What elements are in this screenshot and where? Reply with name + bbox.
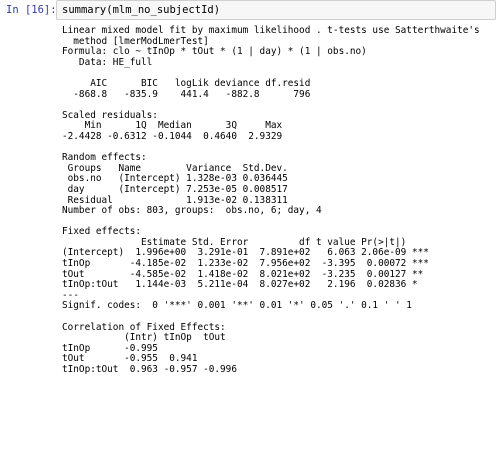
output-line: Residual 1.913e-02 0.138311 [62, 194, 288, 206]
output-line: (Intercept) 1.996e+00 3.291e-01 7.891e+0… [62, 247, 429, 259]
output-line: Scaled residuals: [62, 109, 158, 121]
cell-output: Linear mixed model fit by maximum likeli… [62, 25, 498, 376]
code-text[interactable]: summary(mlm_no_subjectId) [62, 4, 221, 16]
output-line: tOut -0.955 0.941 [62, 353, 198, 365]
output-line: Linear mixed model fit by maximum likeli… [62, 25, 480, 36]
output-line: Signif. codes: 0 '***' 0.001 '**' 0.01 '… [62, 300, 412, 312]
output-line: Number of obs: 803, groups: obs.no, 6; d… [62, 205, 322, 217]
output-line: tInOp -0.995 [62, 342, 158, 354]
cell-prompt: In [16]: [6, 4, 57, 16]
output-line: -868.8 -835.9 441.4 -882.8 796 [62, 88, 311, 100]
output-line: Formula: clo ~ tInOp * tOut * (1 | day) … [62, 46, 367, 58]
output-line: Min 1Q Median 3Q Max [62, 120, 283, 132]
output-line: day (Intercept) 7.253e-05 0.008517 [62, 183, 288, 195]
output-line: (Intr) tInOp tOut [62, 332, 226, 344]
output-line: --- [62, 289, 79, 301]
output-line: Fixed effects: [62, 226, 142, 238]
output-line: -2.4428 -0.6312 -0.1044 0.4640 2.9329 [62, 130, 283, 142]
output-line: Estimate Std. Error df t value Pr(>|t|) [62, 236, 407, 248]
output-line: tInOp:tOut 0.963 -0.957 -0.996 [62, 364, 237, 375]
output-line: Correlation of Fixed Effects: [62, 321, 226, 333]
output-line: Groups Name Variance Std.Dev. [62, 162, 288, 174]
code-input-area[interactable]: summary(mlm_no_subjectId) [56, 0, 496, 20]
output-line: Random effects: [62, 152, 147, 164]
output-line: tInOp:tOut 1.144e-03 5.211e-04 8.027e+02… [62, 279, 418, 291]
output-line: obs.no (Intercept) 1.328e-03 0.036445 [62, 173, 288, 185]
output-line: tOut -4.585e-02 1.418e-02 8.021e+02 -3.2… [62, 268, 424, 280]
output-line: Data: HE_full [62, 56, 153, 68]
output-line: method [lmerModLmerTest] [62, 35, 209, 47]
output-line: AIC BIC logLik deviance df.resid [62, 77, 311, 89]
output-line: tInOp -4.185e-02 1.233e-02 7.956e+02 -3.… [62, 258, 429, 270]
